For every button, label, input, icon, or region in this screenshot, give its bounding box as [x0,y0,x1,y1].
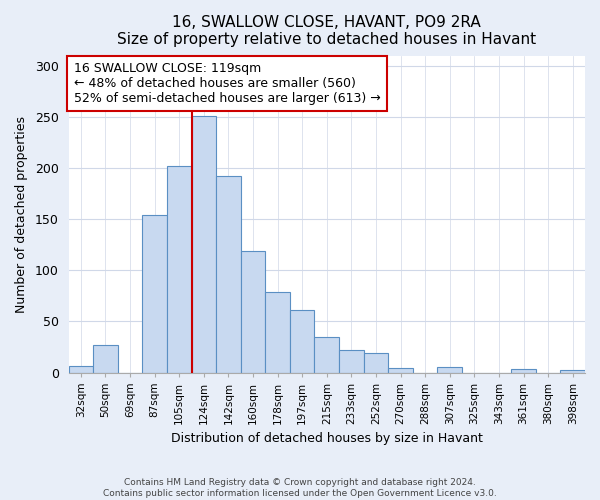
Bar [216,176,241,372]
Bar [511,370,536,372]
Bar [314,336,339,372]
Bar [560,370,585,372]
Bar [68,366,93,372]
Bar [93,345,118,372]
Text: Contains HM Land Registry data © Crown copyright and database right 2024.
Contai: Contains HM Land Registry data © Crown c… [103,478,497,498]
Bar [241,251,265,372]
Bar [437,368,462,372]
Bar [167,166,191,372]
Bar [339,350,364,372]
Title: 16, SWALLOW CLOSE, HAVANT, PO9 2RA
Size of property relative to detached houses : 16, SWALLOW CLOSE, HAVANT, PO9 2RA Size … [117,15,536,48]
Bar [290,310,314,372]
Text: 16 SWALLOW CLOSE: 119sqm
← 48% of detached houses are smaller (560)
52% of semi-: 16 SWALLOW CLOSE: 119sqm ← 48% of detach… [74,62,380,105]
Bar [191,116,216,372]
Bar [364,353,388,372]
Bar [142,215,167,372]
Bar [388,368,413,372]
X-axis label: Distribution of detached houses by size in Havant: Distribution of detached houses by size … [171,432,483,445]
Y-axis label: Number of detached properties: Number of detached properties [15,116,28,312]
Bar [265,292,290,372]
